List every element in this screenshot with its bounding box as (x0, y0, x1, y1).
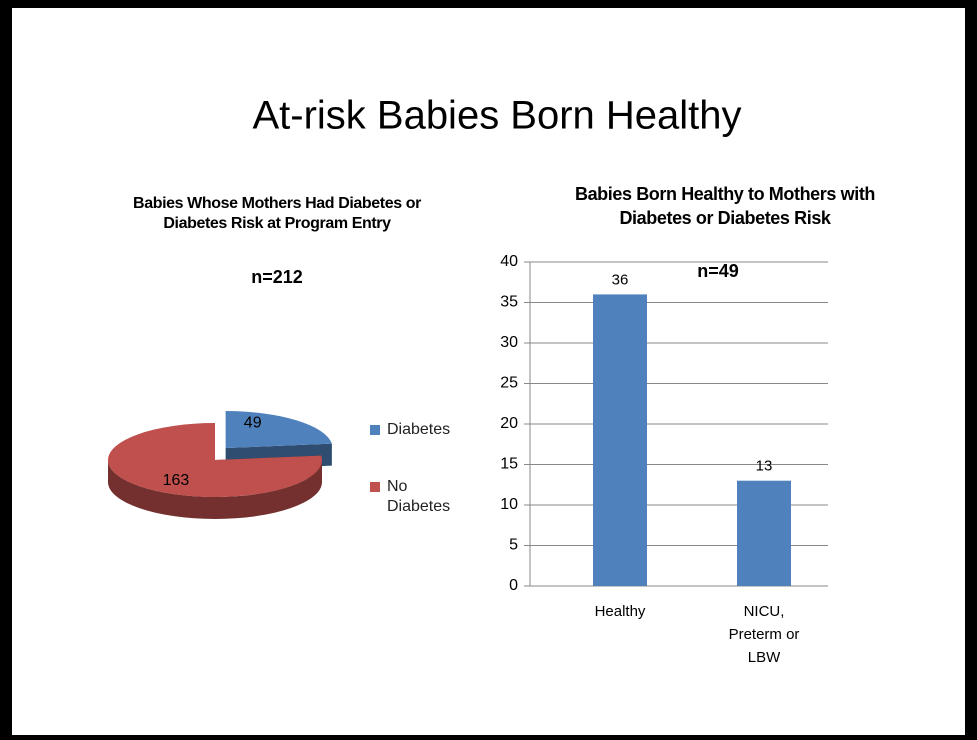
legend-label: Diabetes (387, 421, 451, 438)
x-tick-label: NICU, Preterm or LBW (728, 603, 800, 666)
legend-label: No Diabetes (387, 478, 451, 515)
slide (12, 8, 965, 735)
slice-label: 49 (244, 415, 262, 432)
y-tick-label: 30 (500, 334, 518, 351)
bar-title: Babies Born Healthy to Mothers with Diab… (574, 184, 876, 228)
slice-label: 163 (163, 472, 190, 489)
legend-marker (370, 482, 380, 492)
bar-annotation: n=49 (697, 261, 739, 281)
x-tick-label: Healthy (594, 603, 646, 620)
bar (593, 294, 647, 586)
y-tick-label: 25 (500, 375, 518, 392)
y-tick-label: 15 (500, 456, 518, 473)
pie-slice (107, 423, 322, 498)
slide-title: At-risk Babies Born Healthy (252, 94, 741, 138)
bar (737, 480, 791, 586)
bar-value-label: 13 (756, 458, 773, 475)
y-tick-label: 10 (500, 496, 518, 513)
y-tick-label: 35 (500, 294, 518, 311)
slice-side (108, 460, 322, 519)
y-tick-label: 40 (500, 253, 518, 270)
pie-title: Babies Whose Mothers Had Diabetes or Dia… (133, 195, 421, 232)
y-tick-label: 0 (509, 577, 518, 594)
y-tick-label: 5 (509, 537, 518, 554)
pie-annotation: n=212 (251, 267, 303, 287)
pie-slice (225, 411, 332, 449)
legend-marker (370, 425, 380, 435)
y-tick-label: 20 (500, 415, 518, 432)
bar-value-label: 36 (612, 271, 629, 288)
